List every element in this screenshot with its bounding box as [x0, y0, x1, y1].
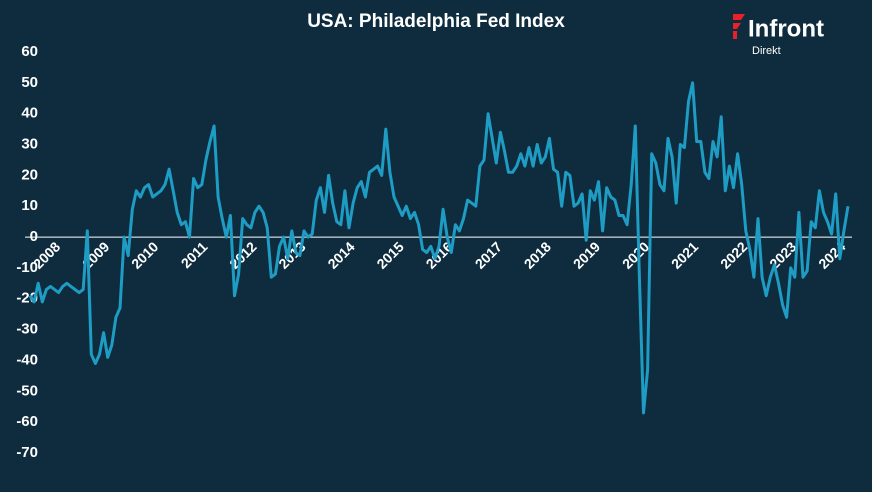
y-tick-label: -60: [16, 413, 38, 430]
y-tick-label: 40: [21, 105, 38, 122]
y-tick-label: -30: [16, 321, 38, 338]
y-tick-label: 10: [21, 197, 38, 214]
y-tick-label: -20: [16, 290, 38, 307]
y-tick-label: 50: [21, 74, 38, 91]
y-tick-label: 20: [21, 166, 38, 183]
y-tick-label: 30: [21, 136, 38, 153]
y-tick-label: 0: [30, 228, 38, 245]
brand-logo: Infront Direkt: [733, 14, 824, 57]
y-tick-label: -10: [16, 259, 38, 276]
brand-name: Infront: [748, 15, 824, 42]
y-tick-label: -50: [16, 382, 38, 399]
data-line: [28, 81, 850, 415]
y-tick-label: -40: [16, 351, 38, 368]
chart-title: USA: Philadelphia Fed Index: [307, 11, 565, 32]
y-tick-label: -70: [16, 444, 38, 461]
brand-sub: Direkt: [752, 45, 781, 57]
y-tick-label: 60: [21, 43, 38, 60]
logo-mark: [733, 14, 745, 39]
